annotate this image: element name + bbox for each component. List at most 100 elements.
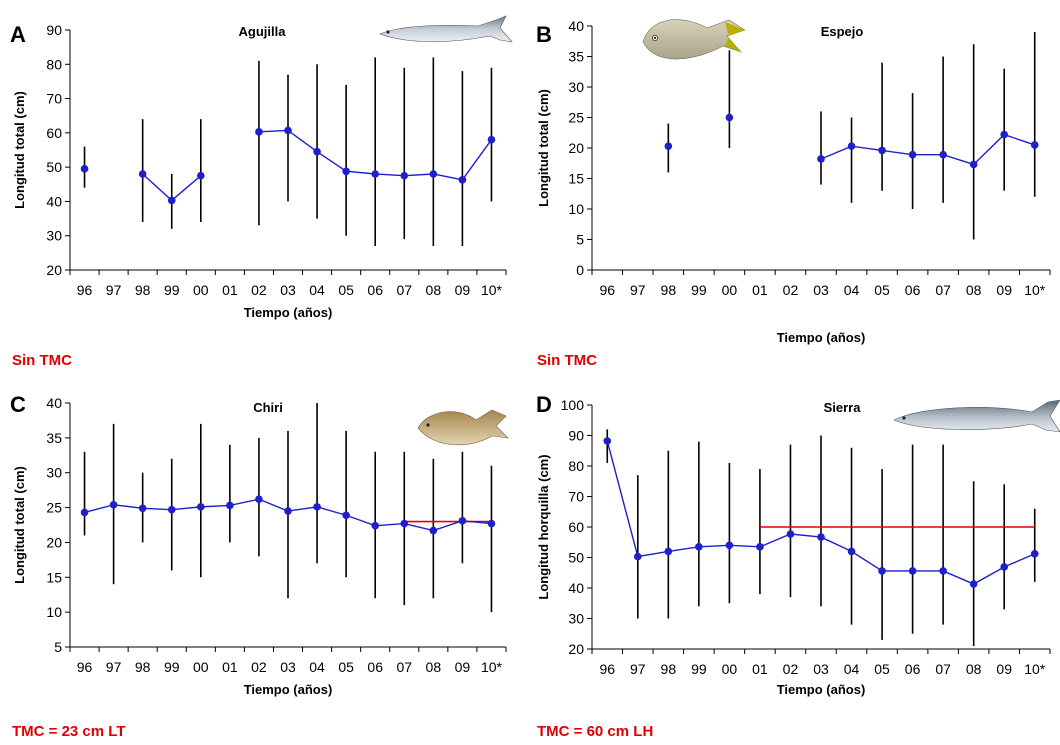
mean-point-99 [167,505,176,514]
chart-title: Espejo [821,24,864,39]
panel-agujilla: 20 30 40 50 60 70 80 90 96 97 98 99 00 01 02 03 04 05 06 07… [10,15,513,369]
mackerel-fish-icon [893,399,1060,433]
y-tick-label: 20 [568,641,584,657]
x-tick-label: 09 [996,661,1012,677]
x-tick-label: 05 [874,282,890,298]
y-tick-label: 50 [568,550,584,566]
mean-point-05 [878,567,886,575]
mean-point-08 [969,160,978,169]
y-tick-label: 10 [46,604,62,620]
y-tick-label: 15 [46,569,62,585]
x-tick-label: 97 [630,661,646,677]
mean-point-08 [969,580,978,588]
lookdown-fish-icon [642,19,746,60]
x-tick-label: 06 [905,282,921,298]
mean-point-05 [342,511,350,520]
mean-point-96 [603,437,612,445]
panel-letter: B [536,22,552,47]
x-axis-title: Tiempo (años) [777,682,866,697]
x-tick-label: 99 [691,282,707,298]
y-tick-label: 70 [46,91,62,107]
x-tick-label: 08 [966,282,982,298]
x-tick-label: 00 [193,659,209,675]
x-axis-title: Tiempo (años) [244,682,333,697]
y-tick-label: 0 [576,262,584,278]
mean-point-97 [109,500,118,509]
mean-point-01 [226,501,234,510]
y-tick-label: 60 [46,125,62,141]
x-axis-title: Tiempo (años) [244,305,333,320]
x-tick-label: 07 [935,661,951,677]
mean-point-03 [817,533,825,541]
mean-point-00 [197,503,205,511]
y-tick-label: 90 [568,428,584,444]
mean-series-line [820,133,1035,166]
mean-point-04 [847,142,856,150]
mean-point-06 [908,150,917,159]
x-tick-label: 99 [691,661,707,677]
mean-point-00 [197,171,205,180]
mean-point-02 [255,495,263,504]
x-tick-label: 10* [481,282,503,298]
y-tick-label: 50 [46,159,62,175]
x-tick-label: 99 [164,659,180,675]
panel-letter: D [536,392,552,417]
x-tick-label: 08 [426,282,442,298]
x-tick-label: 00 [722,282,738,298]
y-tick-label: 40 [568,580,584,596]
x-tick-label: 05 [338,659,354,675]
x-tick-label: 03 [280,282,296,298]
tmc-note: Sin TMC [12,352,72,369]
y-tick-label: 40 [568,18,584,34]
y-tick-label: 90 [46,22,62,38]
x-axis-title: Tiempo (años) [777,330,866,345]
mean-point-09 [458,176,467,184]
x-tick-label: 01 [752,282,768,298]
mean-point-98 [138,504,147,513]
x-tick-label: 07 [396,282,412,298]
mean-point-07 [939,567,947,575]
y-axis-title: Longitud total (cm) [536,89,551,207]
mean-point-10* [1030,550,1039,558]
y-tick-label: 25 [568,110,584,126]
mean-point-09 [458,517,467,525]
tmc-note: TMC = 60 cm LH [537,723,653,740]
y-tick-label: 40 [46,395,62,411]
x-tick-label: 02 [783,282,799,298]
mean-point-05 [342,167,350,176]
mean-point-10* [487,135,496,144]
mean-point-98 [664,142,673,150]
x-tick-label: 98 [135,659,151,675]
y-tick-label: 5 [54,639,62,655]
mean-point-00 [725,113,734,122]
mean-point-03 [817,155,825,163]
y-tick-label: 30 [568,611,584,627]
mean-point-96 [80,508,89,517]
tmc-note: TMC = 23 cm LT [12,723,126,740]
x-tick-label: 05 [874,661,890,677]
y-tick-label: 20 [46,262,62,278]
x-tick-label: 09 [455,659,471,675]
x-tick-label: 99 [164,282,180,298]
mean-point-07 [939,150,947,159]
x-tick-label: 10* [1024,282,1046,298]
panel-letter: C [10,392,26,417]
x-tick-label: 05 [338,282,354,298]
x-tick-label: 98 [661,282,677,298]
y-axis-title: Longitud horquilla (cm) [536,454,551,599]
mean-point-04 [313,503,321,511]
y-tick-label: 20 [46,534,62,550]
x-tick-label: 03 [813,282,829,298]
y-tick-label: 10 [568,201,584,217]
x-tick-label: 10* [481,659,503,675]
x-tick-label: 07 [935,282,951,298]
mean-point-04 [313,147,321,156]
pompano-fish-icon [417,409,509,446]
mean-point-08 [429,170,438,178]
y-tick-label: 60 [568,519,584,535]
x-tick-label: 98 [135,282,151,298]
x-tick-label: 09 [996,282,1012,298]
panel-letter: A [10,22,26,47]
